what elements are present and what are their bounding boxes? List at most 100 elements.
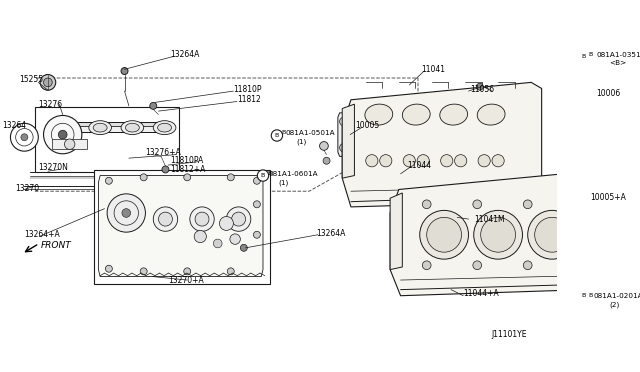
Polygon shape xyxy=(99,176,263,276)
Ellipse shape xyxy=(125,123,140,132)
Ellipse shape xyxy=(89,121,111,135)
Circle shape xyxy=(380,155,392,167)
Text: (1): (1) xyxy=(296,138,307,145)
Text: 13276+A: 13276+A xyxy=(145,148,181,157)
Circle shape xyxy=(524,261,532,270)
Ellipse shape xyxy=(153,121,176,135)
Circle shape xyxy=(106,177,113,184)
Text: B: B xyxy=(282,130,286,135)
Circle shape xyxy=(403,155,415,167)
Circle shape xyxy=(213,239,222,248)
Ellipse shape xyxy=(93,123,107,132)
Text: 15255: 15255 xyxy=(19,75,44,84)
Circle shape xyxy=(58,130,67,139)
Circle shape xyxy=(420,211,468,259)
Polygon shape xyxy=(390,193,403,270)
Circle shape xyxy=(253,201,260,208)
Circle shape xyxy=(44,115,82,154)
Circle shape xyxy=(422,200,431,209)
Circle shape xyxy=(44,78,52,87)
Circle shape xyxy=(578,51,589,62)
Text: B: B xyxy=(581,54,586,59)
Circle shape xyxy=(121,68,128,74)
Text: 11812: 11812 xyxy=(237,95,260,104)
Circle shape xyxy=(253,177,260,184)
Text: 11810PA: 11810PA xyxy=(171,156,204,165)
Circle shape xyxy=(184,174,191,181)
Circle shape xyxy=(253,231,260,238)
Text: 11044: 11044 xyxy=(408,161,431,170)
Circle shape xyxy=(417,155,429,167)
Circle shape xyxy=(159,212,172,226)
Text: 081A1-0501A: 081A1-0501A xyxy=(285,130,335,136)
Circle shape xyxy=(454,155,467,167)
Circle shape xyxy=(422,261,431,270)
Circle shape xyxy=(568,160,575,167)
Circle shape xyxy=(427,217,461,252)
Text: 10006: 10006 xyxy=(596,89,621,98)
Polygon shape xyxy=(338,113,350,156)
Ellipse shape xyxy=(477,104,505,125)
Text: 13264: 13264 xyxy=(2,121,26,131)
Circle shape xyxy=(107,194,145,232)
Ellipse shape xyxy=(157,123,172,132)
Circle shape xyxy=(473,200,481,209)
Circle shape xyxy=(319,142,328,150)
Ellipse shape xyxy=(365,104,393,125)
Text: 11041: 11041 xyxy=(422,65,445,74)
Circle shape xyxy=(140,174,147,181)
Text: 13264+A: 13264+A xyxy=(24,230,60,239)
Ellipse shape xyxy=(440,104,468,125)
Circle shape xyxy=(241,244,247,251)
Polygon shape xyxy=(390,172,592,296)
Text: 13276: 13276 xyxy=(38,100,63,109)
Circle shape xyxy=(227,268,234,275)
Circle shape xyxy=(534,217,570,252)
Text: B: B xyxy=(268,171,272,176)
Text: 13264A: 13264A xyxy=(316,228,346,238)
Text: <B>: <B> xyxy=(609,60,627,66)
Circle shape xyxy=(21,134,28,141)
Circle shape xyxy=(190,207,214,231)
Circle shape xyxy=(574,200,582,209)
Circle shape xyxy=(230,234,241,244)
Circle shape xyxy=(65,139,75,150)
Circle shape xyxy=(492,155,504,167)
Text: 081A1-0601A: 081A1-0601A xyxy=(268,171,318,177)
Text: B: B xyxy=(588,293,593,298)
Polygon shape xyxy=(52,139,87,150)
Text: B: B xyxy=(581,293,586,298)
Bar xyxy=(94,170,270,283)
Polygon shape xyxy=(65,126,170,132)
Ellipse shape xyxy=(121,121,144,135)
Polygon shape xyxy=(564,74,581,117)
Circle shape xyxy=(106,265,113,272)
Text: B: B xyxy=(275,133,279,138)
Circle shape xyxy=(153,207,178,231)
Text: 10005: 10005 xyxy=(355,121,380,131)
Circle shape xyxy=(481,217,516,252)
Circle shape xyxy=(340,117,348,126)
Polygon shape xyxy=(65,122,170,126)
Text: 13270+A: 13270+A xyxy=(168,276,204,285)
Circle shape xyxy=(184,268,191,275)
Circle shape xyxy=(232,212,246,226)
Text: 13264A: 13264A xyxy=(170,50,199,59)
Bar xyxy=(35,107,179,172)
Circle shape xyxy=(568,191,575,198)
Circle shape xyxy=(227,174,234,181)
Circle shape xyxy=(340,143,348,152)
Text: 081A1-0201A: 081A1-0201A xyxy=(594,293,640,299)
Circle shape xyxy=(122,209,131,217)
Text: 081A1-0351A: 081A1-0351A xyxy=(596,51,640,58)
Circle shape xyxy=(162,166,169,173)
Text: 11810P: 11810P xyxy=(234,85,262,94)
Polygon shape xyxy=(342,104,355,178)
Text: (1): (1) xyxy=(278,179,289,186)
Text: B: B xyxy=(261,173,265,178)
Circle shape xyxy=(569,108,575,115)
Circle shape xyxy=(10,123,38,151)
Text: (2): (2) xyxy=(609,301,620,308)
Circle shape xyxy=(528,211,577,259)
Circle shape xyxy=(478,155,490,167)
